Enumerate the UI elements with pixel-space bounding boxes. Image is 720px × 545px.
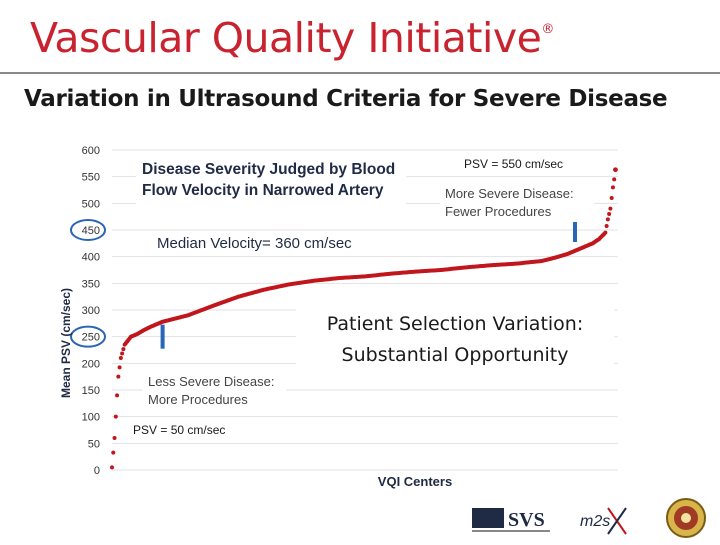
y-tick-label: 100 bbox=[82, 412, 100, 424]
svg-text:Less Severe Disease: Mor: Less Severe Disease: More Procedures bbox=[148, 374, 278, 407]
y-tick-label: 400 bbox=[82, 252, 100, 264]
psv-high-label: PSV = 550 cm/sec bbox=[464, 157, 563, 171]
annotation-title-line1: Disease Severity Judged by Blood bbox=[142, 161, 395, 178]
variation-line2: Substantial Opportunity bbox=[342, 344, 569, 366]
y-tick-label: 250 bbox=[82, 332, 100, 344]
data-point bbox=[120, 351, 125, 356]
footer-logos: SVS m2s bbox=[468, 496, 720, 540]
data-point bbox=[603, 230, 608, 235]
data-point bbox=[121, 347, 126, 352]
y-tick-label: 50 bbox=[88, 438, 100, 450]
y-tick-label: 500 bbox=[82, 198, 100, 210]
annotation-title-box: Disease Severity Judged by Blood Flow Ve… bbox=[136, 152, 406, 204]
svg-text:Disease Severity Judged by Blo: Disease Severity Judged by Blood Flow Ve… bbox=[142, 161, 400, 199]
psv-low-label: PSV = 50 cm/sec bbox=[133, 423, 225, 437]
y-axis-label: Mean PSV (cm/sec) bbox=[59, 288, 73, 398]
data-point bbox=[610, 185, 615, 190]
variation-line1: Patient Selection Variation: bbox=[327, 313, 584, 335]
y-tick-label: 150 bbox=[82, 385, 100, 397]
y-tick-label: 0 bbox=[94, 465, 100, 477]
data-point bbox=[604, 224, 609, 228]
y-tick-label: 200 bbox=[82, 358, 100, 370]
tick-highlight-ring bbox=[70, 325, 106, 348]
data-point bbox=[609, 196, 614, 200]
more-severe-annotation: More Severe Disease: Fewer Procedures bbox=[440, 182, 594, 222]
data-point bbox=[117, 365, 122, 370]
threshold-marker bbox=[572, 218, 577, 242]
x-axis-label: VQI Centers bbox=[378, 474, 452, 489]
brand-name: Vascular Quality Initiative bbox=[30, 14, 542, 62]
data-point bbox=[116, 374, 121, 379]
data-point bbox=[113, 414, 118, 419]
y-tick-label: 350 bbox=[82, 278, 100, 290]
data-point bbox=[605, 217, 610, 222]
data-points bbox=[110, 167, 618, 470]
y-tick-label: 600 bbox=[82, 145, 100, 157]
header-divider bbox=[0, 72, 720, 74]
median-label: Median Velocity= 360 cm/sec bbox=[157, 235, 352, 252]
data-point bbox=[612, 177, 617, 182]
svs-logo: SVS bbox=[472, 508, 550, 532]
data-point bbox=[115, 393, 120, 398]
registered-mark: ® bbox=[541, 22, 554, 37]
data-point bbox=[608, 206, 613, 211]
tick-highlight-ring bbox=[70, 219, 106, 241]
annotation-title-line2: Flow Velocity in Narrowed Artery bbox=[142, 182, 384, 199]
threshold-marker bbox=[160, 324, 165, 349]
data-point bbox=[118, 356, 123, 360]
y-tick-label: 300 bbox=[82, 305, 100, 317]
slide-title: Variation in Ultrasound Criteria for Sev… bbox=[24, 86, 668, 112]
data-point bbox=[111, 450, 116, 455]
threshold-markers bbox=[160, 218, 577, 349]
svg-text:m2s: m2s bbox=[580, 513, 610, 530]
seal-logo bbox=[666, 498, 706, 538]
svg-text:SVS: SVS bbox=[508, 509, 545, 531]
m2s-logo: m2s bbox=[580, 507, 627, 535]
y-tick-label: 550 bbox=[82, 172, 100, 184]
less-severe-annotation: Less Severe Disease: More Procedures bbox=[142, 370, 286, 410]
data-point bbox=[112, 436, 117, 440]
y-tick-labels: 0 50 100 150 200 250 300 350 400 450 500 550 600 bbox=[70, 145, 106, 477]
svg-text:More Severe Disease: Few: More Severe Disease: Fewer Procedures bbox=[445, 186, 577, 219]
variation-callout: Patient Selection Variation: Substantial… bbox=[296, 306, 614, 370]
data-point bbox=[607, 212, 612, 216]
data-point bbox=[613, 167, 618, 173]
brand-logo: Vascular Quality Initiative® bbox=[30, 14, 554, 62]
y-tick-label: 450 bbox=[82, 225, 100, 237]
data-point bbox=[110, 465, 114, 470]
